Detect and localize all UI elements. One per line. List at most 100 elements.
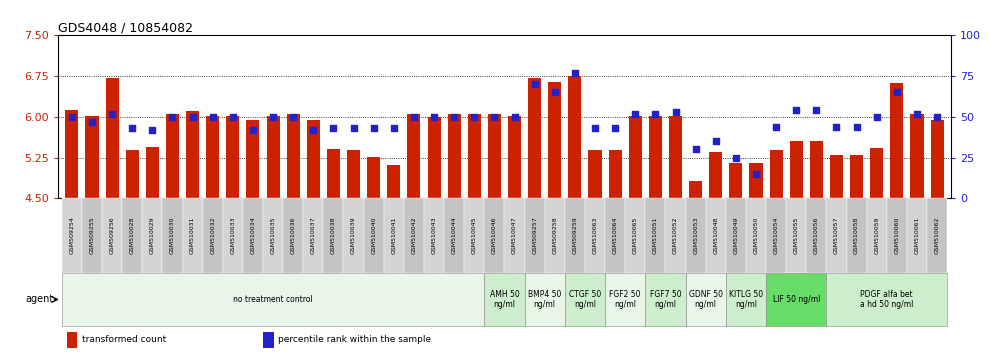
Point <box>627 111 643 116</box>
Text: GSM510029: GSM510029 <box>149 217 154 255</box>
Bar <box>786 198 807 273</box>
Bar <box>62 198 82 273</box>
Text: GSM509258: GSM509258 <box>552 217 558 255</box>
Bar <box>427 117 440 198</box>
Point <box>184 114 200 120</box>
Text: GSM510035: GSM510035 <box>271 217 276 255</box>
Bar <box>344 198 364 273</box>
Point <box>164 114 180 120</box>
Point <box>326 125 342 131</box>
Point <box>124 125 140 131</box>
Bar <box>303 198 324 273</box>
Bar <box>790 141 803 198</box>
Bar <box>307 120 320 198</box>
Point <box>84 119 100 125</box>
Text: GSM510048: GSM510048 <box>713 217 718 255</box>
Bar <box>263 332 274 348</box>
Bar <box>62 273 484 326</box>
Bar <box>545 198 565 273</box>
Point <box>507 114 523 120</box>
Text: GDNF 50
ng/ml: GDNF 50 ng/ml <box>688 290 723 309</box>
Bar <box>102 198 123 273</box>
Point <box>929 114 945 120</box>
Point <box>647 111 663 116</box>
Text: transformed count: transformed count <box>82 336 166 344</box>
Bar <box>766 273 827 326</box>
Bar <box>726 273 766 326</box>
Point <box>366 125 381 131</box>
Bar <box>548 81 562 198</box>
Bar <box>327 149 340 198</box>
Text: GSM510050: GSM510050 <box>754 217 759 254</box>
Bar <box>749 163 763 198</box>
Text: GSM510028: GSM510028 <box>129 217 134 255</box>
Text: agent: agent <box>25 295 54 304</box>
Bar <box>565 273 606 326</box>
Point <box>426 114 442 120</box>
Bar <box>387 165 400 198</box>
Text: GSM509257: GSM509257 <box>532 217 537 255</box>
Bar <box>628 116 641 198</box>
Bar <box>665 198 685 273</box>
Bar <box>383 198 403 273</box>
Bar <box>162 198 182 273</box>
Bar <box>770 150 783 198</box>
Bar <box>283 198 303 273</box>
Bar <box>625 198 645 273</box>
Bar <box>206 116 219 198</box>
Point <box>346 125 362 131</box>
Bar <box>689 181 702 198</box>
Point <box>567 70 583 76</box>
Text: GSM510038: GSM510038 <box>331 217 336 255</box>
Bar <box>166 114 179 198</box>
Point <box>306 127 322 133</box>
Text: GDS4048 / 10854082: GDS4048 / 10854082 <box>58 21 193 34</box>
Bar <box>807 198 827 273</box>
Bar <box>585 198 606 273</box>
Text: GSM510042: GSM510042 <box>411 217 416 255</box>
Text: GSM510040: GSM510040 <box>372 217 376 255</box>
Bar <box>685 273 726 326</box>
Text: GSM510043: GSM510043 <box>431 217 436 255</box>
Bar <box>907 198 927 273</box>
Bar <box>606 198 625 273</box>
Bar <box>525 273 565 326</box>
Bar <box>746 198 766 273</box>
Text: BMP4 50
ng/ml: BMP4 50 ng/ml <box>528 290 562 309</box>
Bar <box>927 198 947 273</box>
Bar <box>726 198 746 273</box>
Bar <box>827 198 847 273</box>
Text: percentile rank within the sample: percentile rank within the sample <box>279 336 431 344</box>
Point <box>144 127 160 133</box>
Point <box>406 114 422 120</box>
Point <box>446 114 462 120</box>
Text: GSM509259: GSM509259 <box>573 217 578 255</box>
Point <box>888 90 904 95</box>
Bar <box>468 114 481 198</box>
Bar <box>709 152 722 198</box>
Bar <box>223 198 243 273</box>
Bar <box>407 114 420 198</box>
Point <box>64 114 80 120</box>
Point <box>788 108 804 113</box>
Bar <box>263 198 283 273</box>
Bar <box>287 114 300 198</box>
Text: GSM510064: GSM510064 <box>613 217 618 255</box>
Text: GSM510033: GSM510033 <box>230 217 235 255</box>
Point <box>527 81 543 87</box>
Bar <box>447 114 461 198</box>
Bar <box>645 273 685 326</box>
Text: GSM510058: GSM510058 <box>855 217 860 254</box>
Bar <box>403 198 424 273</box>
Bar <box>729 163 742 198</box>
Point <box>587 125 603 131</box>
Bar <box>508 116 521 198</box>
Bar <box>766 198 786 273</box>
Text: GSM510032: GSM510032 <box>210 217 215 255</box>
Text: GSM510060: GSM510060 <box>894 217 899 254</box>
Text: GSM510034: GSM510034 <box>250 217 255 255</box>
Bar <box>86 116 99 198</box>
Bar <box>504 198 525 273</box>
Bar <box>186 112 199 198</box>
Text: GSM510059: GSM510059 <box>874 217 879 255</box>
